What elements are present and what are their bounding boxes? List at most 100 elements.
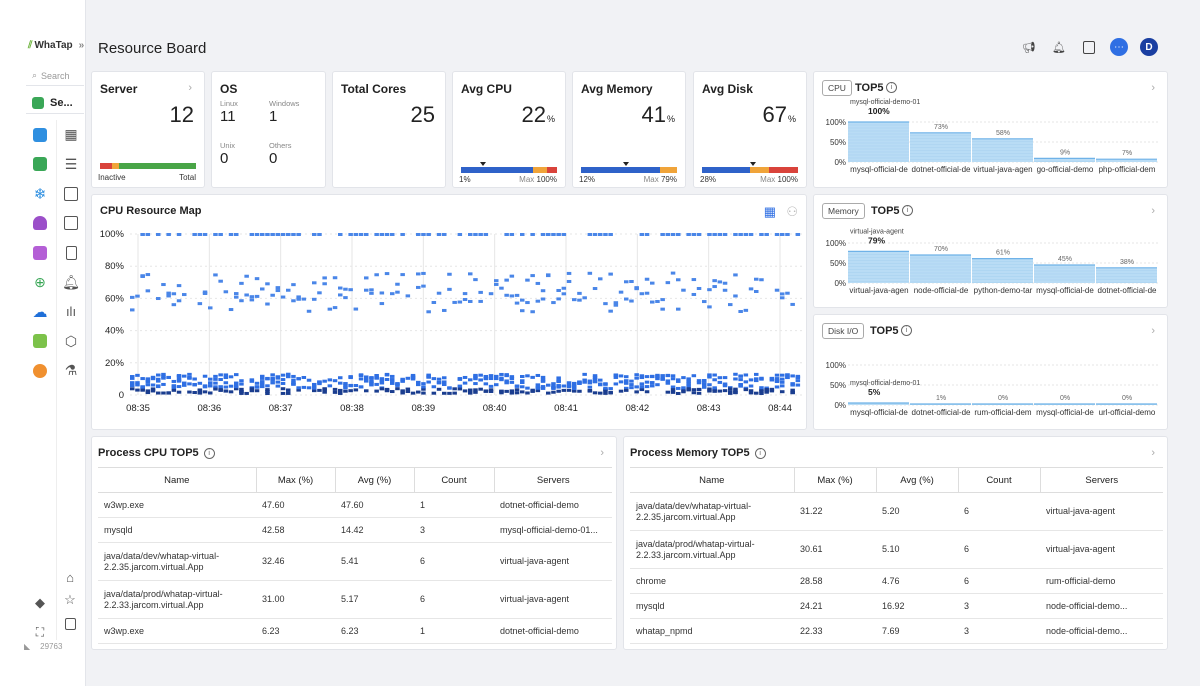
col-count[interactable]: Count [958,467,1041,493]
table-row[interactable]: java/data/prod/whatap-virtual-2.2.33.jar… [630,530,1163,569]
col-max[interactable]: Max (%) [794,467,877,493]
sidebar-menu-alert[interactable]: 🔔︎ [57,268,85,298]
avatar[interactable]: D [1140,38,1158,56]
cpu-cell [296,388,301,392]
cpu-cell [473,375,478,379]
cpu-cell [655,375,660,379]
info-icon[interactable]: i [886,82,897,93]
cpu-cell [286,375,291,379]
cpu-cell [530,310,535,314]
info-icon[interactable]: i [754,447,766,459]
table-row[interactable]: chrome 28.58 4.76 6 rum-official-demo [630,568,1163,594]
table-row[interactable]: mysqld 42.58 14.42 3 mysql-official-demo-01.… [98,517,612,543]
sidebar-menu-document[interactable] [57,238,85,268]
info-icon[interactable]: i [203,447,215,459]
cpu-cell [130,295,135,299]
cpu-cell [145,289,151,293]
cpu-cell [639,233,645,236]
cpu-cell [603,382,608,386]
cpu-cell [566,279,572,283]
memory-top5-chart: 100% 50% 0%virtual-java-agen 70% node-offici… [826,228,1158,295]
top5-bar[interactable] [910,132,971,162]
chevron-right-icon[interactable]: › [600,447,604,459]
col-name[interactable]: Name [630,467,795,493]
top5-bar[interactable] [910,255,971,283]
table-row[interactable]: w3wp.exe 6.23 6.23 1 dotnet-official-demo [98,618,612,644]
sidebar-menu-dashboard[interactable]: ▦ [57,120,85,150]
sidebar-menu-chart[interactable] [57,179,85,209]
sidebar-theme-button[interactable]: ◆ [26,588,54,618]
top5-bar[interactable] [1034,158,1095,162]
sidebar-menu-database[interactable]: ☰ [57,150,85,180]
chevron-right-icon[interactable]: › [1151,447,1155,459]
table-row[interactable]: mysqld 24.21 16.92 3 node-official-demo... [630,593,1163,619]
sidebar-home-button[interactable]: ⌂ [56,566,84,588]
bell-icon[interactable]: 🔔︎ [1052,41,1066,54]
sidebar-cat-rum[interactable] [26,356,54,386]
col-max[interactable]: Max (%) [256,467,336,493]
table-row[interactable]: w3wp.exe 47.60 47.60 1 dotnet-official-demo [98,492,612,518]
sidebar-cat-server[interactable] [26,150,54,180]
table-row[interactable]: java/data/dev/whatap-virtual-2.2.35.jarc… [98,542,612,581]
whatap-logo[interactable]: ⫽ WhaTap » [28,40,84,51]
cpu-cell [171,292,177,296]
info-icon[interactable]: i [902,205,913,216]
sidebar-cat-url[interactable]: ⊕ [26,268,54,298]
chat-icon[interactable]: ⋯ [1110,38,1128,56]
info-icon[interactable]: i [901,325,912,336]
col-servers[interactable]: Servers [1040,467,1163,493]
sidebar-cat-application[interactable] [26,120,54,150]
col-avg[interactable]: Avg (%) [876,467,959,493]
top5-bar[interactable] [848,251,909,283]
sidebar-search[interactable]: ⌕ Search [26,66,84,86]
sidebar-favorite-button[interactable]: ☆ [56,588,84,612]
cpu-cell [244,293,249,297]
cpu-cell [457,377,463,381]
top5-bar[interactable] [972,138,1033,162]
cpu-cell [712,285,717,289]
cpu-cell [561,286,567,290]
table-row[interactable]: whatap_npmd 22.33 7.69 3 node-official-demo.… [630,618,1163,644]
bubble-view-icon[interactable]: ⚇ [786,204,798,219]
document-info-icon[interactable] [1080,38,1098,56]
sidebar-menu-settings[interactable]: ⬡ [57,327,85,357]
table-row[interactable]: java/data/dev/whatap-virtual-2.2.35.jarc… [630,492,1163,531]
sidebar-catalog-button[interactable] [56,612,84,636]
cpu-cell [754,391,759,395]
sidebar-cat-log[interactable] [26,238,54,268]
sidebar-menu-analysis[interactable]: ılı [57,297,85,327]
col-count[interactable]: Count [414,467,495,493]
col-servers[interactable]: Servers [494,467,612,493]
top5-bar[interactable] [1096,159,1157,162]
sidebar-cat-database[interactable] [26,209,54,239]
cpu-cell [790,374,795,378]
cpu-cell [353,388,359,392]
sidebar-menu-lab[interactable]: ⚗ [57,356,85,386]
chevron-right-icon[interactable]: › [1151,325,1155,337]
sidebar-cat-kubernetes[interactable]: ❄ [26,179,54,209]
chevron-right-icon[interactable]: › [188,82,192,94]
disk-top5-chart: 100% 50% 0% mysql-official-de 1% dotnet-offic… [826,361,1158,417]
chevron-right-icon[interactable]: › [1151,205,1155,217]
sidebar-project-selector[interactable]: Se... [26,92,84,114]
col-avg[interactable]: Avg (%) [335,467,415,493]
top5-bar[interactable] [848,122,909,162]
cell-name: whatap_npmd [630,618,794,644]
top5-bar[interactable] [848,403,909,405]
table-row[interactable]: java/data/prod/whatap-virtual-2.2.33.jar… [98,580,612,619]
sidebar-menu-report[interactable] [57,209,85,239]
megaphone-icon[interactable]: 📢︎ [1022,41,1036,54]
collapse-corner-icon[interactable]: ◣ [24,642,31,651]
col-name[interactable]: Name [98,467,257,493]
cpu-cell [442,308,447,312]
double-chevron-right-icon[interactable]: » [78,40,85,51]
sidebar-cat-browser[interactable] [26,327,54,357]
server-card[interactable]: Server › 12 Inactive Total [91,71,205,188]
top5-bar[interactable] [1096,267,1157,283]
grid-view-icon[interactable]: ▦ [763,204,776,219]
cpu-cell [743,388,749,392]
chevron-right-icon[interactable]: › [1151,82,1155,94]
sidebar-fullscreen-button[interactable]: ⛶ [26,618,54,648]
cell-name: java/data/prod/whatap-virtual-2.2.33.jar… [630,530,794,569]
sidebar-cat-cloud[interactable]: ☁ [26,297,54,327]
